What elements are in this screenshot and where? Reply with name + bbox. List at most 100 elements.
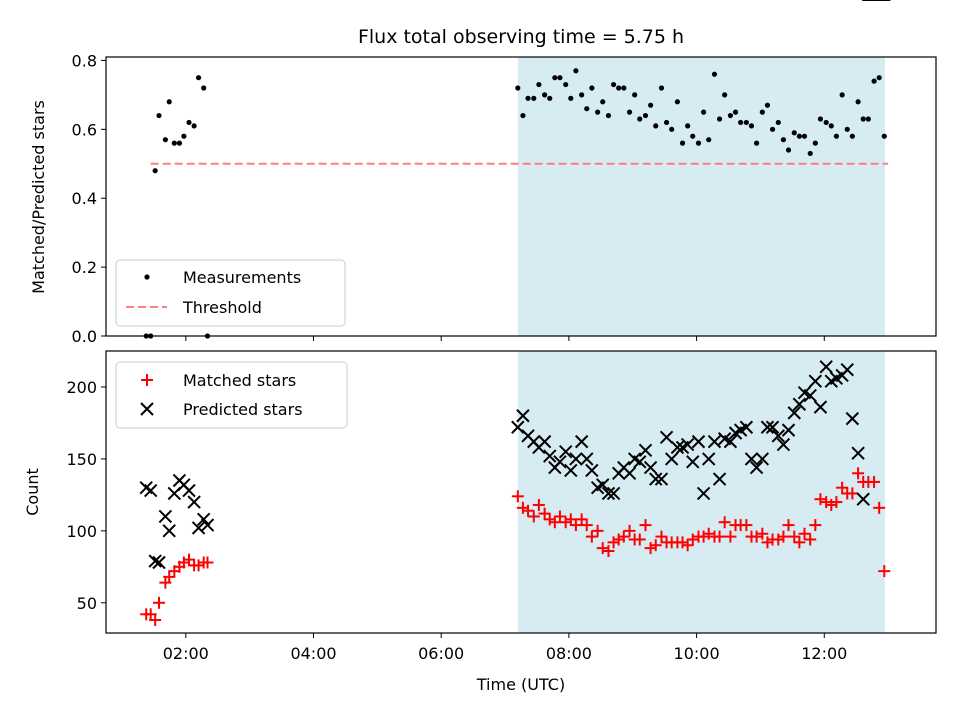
data-point <box>156 112 162 119</box>
y-tick-label: 0.2 <box>72 258 97 277</box>
data-point <box>152 596 165 609</box>
data-point <box>522 504 535 517</box>
data-point <box>195 75 202 81</box>
data-point <box>654 472 669 486</box>
data-point <box>143 483 158 498</box>
data-point <box>686 533 699 546</box>
bottom-y-axis-label: Count <box>23 468 42 516</box>
data-point <box>849 133 855 139</box>
data-point <box>769 126 776 132</box>
top-panel: 0.00.20.40.60.8 Matched/Predicted stars … <box>29 51 937 346</box>
data-point <box>738 119 744 126</box>
data-point <box>564 513 577 526</box>
count-points <box>139 0 891 627</box>
data-point <box>580 452 594 466</box>
data-point <box>776 437 791 452</box>
data-point <box>690 133 696 139</box>
data-point <box>702 527 715 540</box>
x-tick-label: 06:00 <box>418 644 464 663</box>
data-point <box>181 133 187 139</box>
data-point <box>516 501 529 514</box>
data-point <box>616 85 622 91</box>
data-point <box>836 481 849 494</box>
data-point <box>649 472 663 486</box>
data-point <box>809 519 822 532</box>
data-point <box>706 137 712 143</box>
data-point <box>632 92 638 98</box>
data-point <box>740 519 753 532</box>
data-point <box>548 516 561 529</box>
data-point <box>575 513 588 526</box>
data-point <box>563 81 569 88</box>
y-tick-label: 100 <box>66 522 97 541</box>
data-point <box>772 533 785 546</box>
x-tick-label: 12:00 <box>801 644 847 663</box>
data-point <box>718 516 731 529</box>
y-tick-label: 0.0 <box>72 327 97 346</box>
data-point <box>580 519 593 532</box>
data-point <box>602 544 615 557</box>
data-point <box>176 140 183 146</box>
data-point <box>803 388 817 403</box>
data-point <box>196 512 211 527</box>
data-point <box>644 542 657 555</box>
data-point <box>727 112 734 119</box>
data-point <box>183 553 195 566</box>
data-point <box>553 455 567 469</box>
data-point <box>516 409 530 423</box>
data-point <box>814 493 827 506</box>
data-point <box>713 530 726 543</box>
data-point <box>817 116 824 122</box>
data-point <box>584 106 590 112</box>
data-point <box>525 95 531 101</box>
top-legend-box <box>115 259 346 327</box>
data-point <box>547 95 553 101</box>
data-point <box>749 460 764 475</box>
data-point <box>792 397 807 411</box>
data-point <box>716 116 723 122</box>
data-point <box>653 123 659 129</box>
y-tick-label: 150 <box>66 450 97 469</box>
legend-predicted-label: Predicted stars <box>183 400 303 419</box>
data-point <box>813 400 828 414</box>
data-point <box>186 119 192 126</box>
data-point <box>612 533 625 546</box>
data-point <box>702 452 716 466</box>
legend-predicted-marker <box>140 402 154 416</box>
data-point <box>200 518 215 532</box>
data-point <box>585 463 599 478</box>
data-point <box>685 123 691 129</box>
bottom-y-ticks: 50 100 150 200 <box>66 378 106 613</box>
data-point <box>846 487 859 500</box>
data-point <box>617 530 630 543</box>
data-point <box>819 360 833 374</box>
data-point <box>881 133 887 139</box>
data-point <box>515 85 521 91</box>
y-tick-label: 0.6 <box>72 120 97 139</box>
data-point <box>808 374 823 388</box>
x-tick-label: 04:00 <box>290 644 336 663</box>
data-point <box>697 530 710 543</box>
data-point <box>701 109 707 115</box>
data-point <box>765 420 780 434</box>
data-point <box>681 539 694 552</box>
data-point <box>182 483 196 498</box>
data-point <box>162 524 176 538</box>
data-point <box>527 510 540 523</box>
data-point <box>149 614 162 627</box>
data-point <box>201 556 214 569</box>
top-observing-span <box>517 57 885 336</box>
data-point <box>568 95 574 101</box>
data-point <box>723 434 738 449</box>
data-point <box>605 112 612 119</box>
data-point <box>744 452 759 466</box>
data-point <box>557 75 563 81</box>
data-point <box>871 78 877 84</box>
data-point <box>639 519 652 532</box>
data-point <box>756 527 769 540</box>
data-point <box>596 478 610 492</box>
data-point <box>621 85 627 91</box>
top-legend: Measurements Threshold <box>115 259 346 327</box>
data-point <box>610 81 617 88</box>
